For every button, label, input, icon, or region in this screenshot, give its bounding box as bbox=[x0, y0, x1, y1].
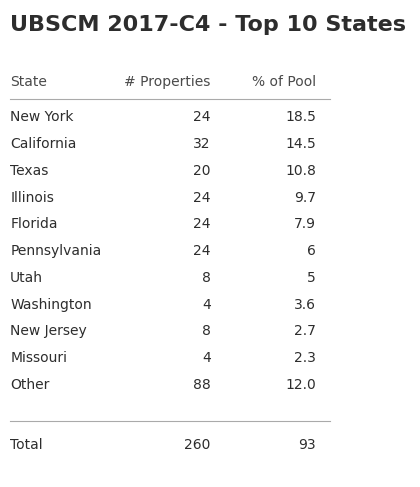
Text: 4: 4 bbox=[202, 298, 211, 312]
Text: 32: 32 bbox=[193, 137, 211, 151]
Text: 3.6: 3.6 bbox=[294, 298, 316, 312]
Text: 88: 88 bbox=[193, 378, 211, 392]
Text: 7.9: 7.9 bbox=[294, 217, 316, 231]
Text: 260: 260 bbox=[184, 438, 211, 451]
Text: California: California bbox=[10, 137, 76, 151]
Text: UBSCM 2017-C4 - Top 10 States: UBSCM 2017-C4 - Top 10 States bbox=[10, 15, 406, 35]
Text: 6: 6 bbox=[307, 244, 316, 258]
Text: 20: 20 bbox=[193, 164, 211, 178]
Text: Total: Total bbox=[10, 438, 43, 451]
Text: # Properties: # Properties bbox=[124, 75, 211, 90]
Text: Pennsylvania: Pennsylvania bbox=[10, 244, 102, 258]
Text: 24: 24 bbox=[193, 111, 211, 125]
Text: Florida: Florida bbox=[10, 217, 58, 231]
Text: 2.7: 2.7 bbox=[294, 324, 316, 338]
Text: Utah: Utah bbox=[10, 271, 43, 285]
Text: 14.5: 14.5 bbox=[285, 137, 316, 151]
Text: % of Pool: % of Pool bbox=[252, 75, 316, 90]
Text: New Jersey: New Jersey bbox=[10, 324, 87, 338]
Text: Texas: Texas bbox=[10, 164, 49, 178]
Text: 10.8: 10.8 bbox=[285, 164, 316, 178]
Text: 2.3: 2.3 bbox=[294, 351, 316, 365]
Text: Washington: Washington bbox=[10, 298, 92, 312]
Text: 4: 4 bbox=[202, 351, 211, 365]
Text: 93: 93 bbox=[298, 438, 316, 451]
Text: 9.7: 9.7 bbox=[294, 191, 316, 205]
Text: Missouri: Missouri bbox=[10, 351, 67, 365]
Text: State: State bbox=[10, 75, 47, 90]
Text: 12.0: 12.0 bbox=[285, 378, 316, 392]
Text: 8: 8 bbox=[202, 324, 211, 338]
Text: New York: New York bbox=[10, 111, 74, 125]
Text: 5: 5 bbox=[307, 271, 316, 285]
Text: Illinois: Illinois bbox=[10, 191, 54, 205]
Text: 24: 24 bbox=[193, 191, 211, 205]
Text: Other: Other bbox=[10, 378, 50, 392]
Text: 8: 8 bbox=[202, 271, 211, 285]
Text: 24: 24 bbox=[193, 244, 211, 258]
Text: 24: 24 bbox=[193, 217, 211, 231]
Text: 18.5: 18.5 bbox=[285, 111, 316, 125]
